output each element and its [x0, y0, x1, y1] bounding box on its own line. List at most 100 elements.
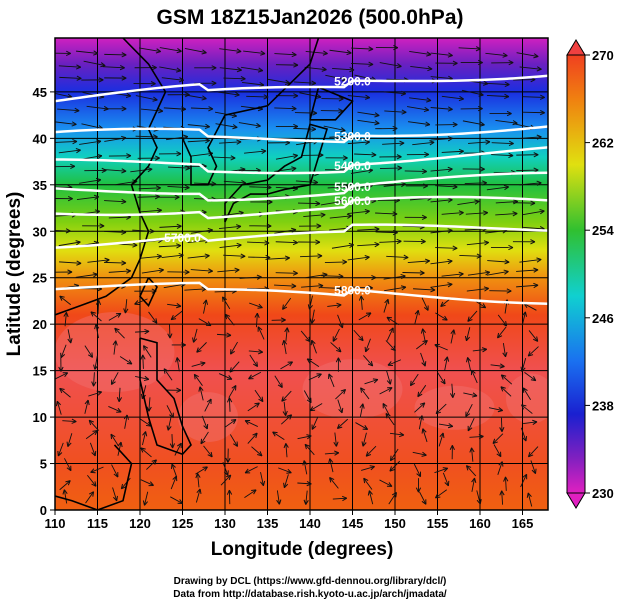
- streamline-arrowhead: [342, 259, 348, 265]
- streamline: [471, 369, 478, 384]
- streamline: [135, 95, 158, 101]
- streamline-arrowhead: [359, 403, 365, 409]
- x-tick-label: 110: [45, 516, 66, 531]
- streamline: [353, 329, 364, 342]
- streamline-arrowhead: [533, 282, 539, 289]
- streamline: [463, 392, 478, 397]
- streamline-arrowhead: [481, 347, 488, 353]
- streamline-arrowhead: [447, 52, 453, 58]
- streamline: [85, 430, 98, 440]
- streamline-arrowhead: [504, 81, 510, 87]
- streamline: [410, 66, 433, 70]
- streamline-arrowhead: [311, 126, 317, 132]
- streamline-arrowhead: [392, 229, 398, 236]
- streamline-arrowhead: [291, 166, 297, 172]
- streamline: [497, 326, 507, 339]
- streamline: [412, 141, 435, 146]
- streamline-arrowhead: [390, 345, 396, 352]
- streamline: [223, 77, 246, 80]
- streamline: [523, 421, 538, 425]
- streamline-arrowhead: [224, 313, 231, 320]
- streamline-arrowhead: [479, 121, 485, 127]
- streamline: [389, 432, 404, 436]
- streamline: [354, 74, 377, 81]
- streamline: [379, 387, 393, 395]
- colorbar: 230 238 246 254 262 270: [566, 39, 614, 509]
- y-tick-label: 30: [33, 224, 47, 239]
- streamline-arrowhead: [75, 240, 81, 246]
- streamline-arrowhead: [177, 499, 183, 504]
- streamline-arrowhead: [429, 140, 435, 146]
- streamline-arrowhead: [94, 324, 100, 330]
- contour-line: [55, 74, 548, 103]
- streamline: [170, 310, 183, 321]
- streamline: [357, 119, 380, 124]
- streamline: [471, 477, 475, 492]
- streamline-arrowhead: [266, 223, 272, 229]
- streamline-arrowhead: [184, 184, 190, 191]
- streamline-arrowhead: [240, 253, 246, 259]
- streamline: [522, 96, 545, 98]
- streamline: [329, 477, 339, 489]
- streamline: [389, 460, 401, 472]
- streamline-arrowhead: [205, 321, 212, 327]
- streamline: [466, 327, 471, 341]
- streamline: [329, 215, 352, 219]
- x-tick-label: 135: [257, 516, 279, 531]
- streamline-arrowhead: [430, 287, 436, 293]
- streamline: [402, 272, 425, 274]
- streamline: [158, 245, 181, 248]
- streamline-arrowhead: [287, 361, 294, 367]
- streamline: [430, 137, 453, 141]
- streamline: [139, 417, 152, 427]
- streamline: [305, 273, 328, 279]
- streamline-arrowhead: [371, 274, 377, 281]
- streamline-arrowhead: [91, 481, 97, 487]
- streamline-arrowhead: [226, 397, 233, 403]
- streamline-arrowhead: [334, 450, 340, 456]
- streamline: [521, 404, 533, 414]
- streamline-arrowhead: [123, 308, 129, 314]
- streamline: [368, 490, 374, 505]
- streamline: [522, 111, 545, 114]
- streamline-arrowhead: [520, 366, 526, 372]
- streamline-arrowhead: [399, 431, 405, 438]
- streamline: [404, 170, 427, 172]
- streamline: [275, 272, 298, 274]
- streamline: [174, 442, 182, 456]
- streamline: [108, 312, 122, 321]
- streamline: [362, 432, 367, 447]
- streamline: [486, 94, 509, 98]
- streamline: [384, 286, 406, 292]
- streamline-arrowhead: [264, 240, 270, 246]
- streamline-arrowhead: [283, 443, 289, 449]
- streamline: [213, 156, 236, 159]
- streamline: [55, 92, 73, 98]
- streamline-arrowhead: [362, 425, 369, 430]
- streamline-arrowhead: [443, 356, 450, 362]
- streamline-arrowhead: [396, 238, 402, 245]
- streamline: [359, 403, 364, 418]
- streamline-arrowhead: [392, 211, 398, 217]
- streamline-arrowhead: [522, 387, 528, 393]
- streamline: [309, 403, 323, 412]
- streamline: [495, 213, 518, 216]
- streamline-arrowhead: [361, 441, 367, 447]
- streamline-arrowhead: [170, 314, 177, 321]
- streamline-arrowhead: [480, 303, 487, 309]
- streamline: [323, 125, 346, 132]
- streamline-arrowhead: [306, 480, 312, 487]
- streamline: [146, 459, 157, 470]
- streamline: [110, 433, 119, 447]
- streamline: [75, 273, 98, 278]
- streamline-arrowhead: [55, 400, 61, 407]
- streamline-arrowhead: [312, 110, 318, 116]
- streamline: [441, 95, 464, 100]
- streamline: [247, 287, 270, 290]
- streamline: [247, 241, 270, 244]
- streamline-arrowhead: [442, 467, 449, 473]
- streamline: [104, 169, 127, 172]
- streamline: [437, 371, 446, 385]
- x-axis-ticks: 110 115 120 125 130 135 140 145 150 155 160 165: [45, 510, 533, 531]
- colorbar-gradient: [566, 54, 586, 494]
